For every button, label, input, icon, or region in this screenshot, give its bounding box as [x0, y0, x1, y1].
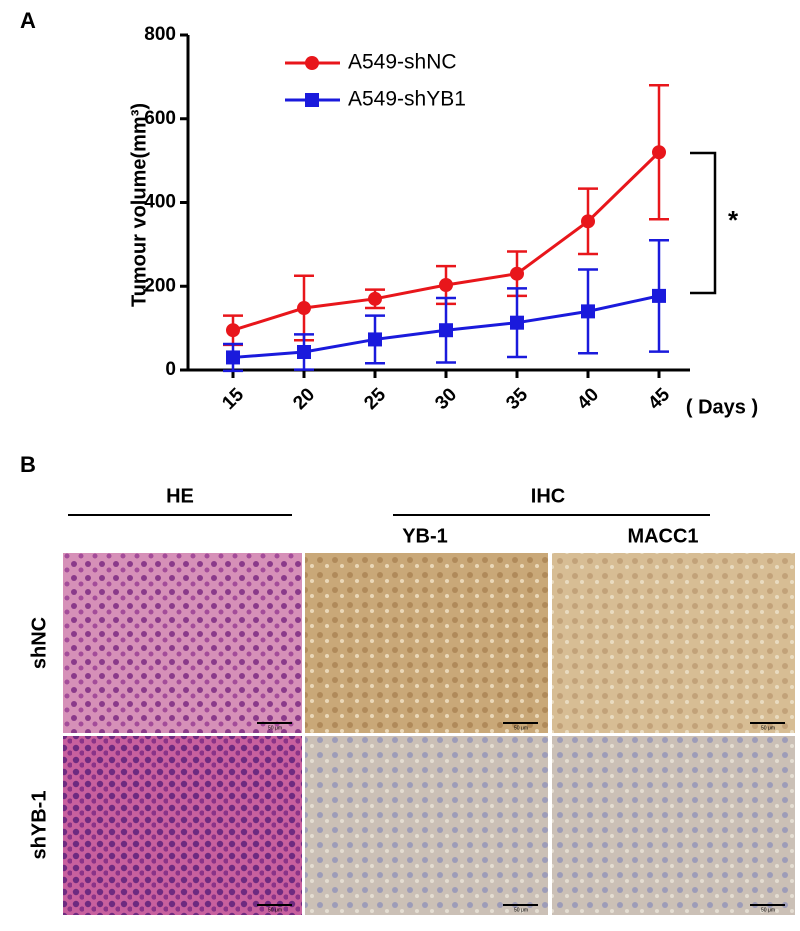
x-tick-label: 20	[289, 384, 319, 414]
micrographs: 50 μm 50 μm 50 μm 50 μm 50 μm 50 μm	[63, 553, 795, 915]
marker	[368, 291, 382, 306]
scale-bar-label: 50 μm	[268, 725, 282, 731]
x-tick-label: 40	[573, 384, 603, 414]
x-tick-label: 15	[218, 384, 248, 414]
marker	[439, 277, 453, 292]
x-axis-label: ( Days )	[686, 396, 758, 418]
marker	[510, 266, 524, 281]
marker	[368, 332, 382, 347]
legend-marker	[305, 56, 319, 70]
legend-marker	[305, 93, 319, 107]
column-label: MACC1	[627, 525, 698, 547]
micrograph	[305, 553, 548, 733]
marker	[297, 344, 311, 359]
legend-label: A549-shYB1	[348, 88, 466, 111]
marker	[581, 214, 595, 229]
y-tick-label: 400	[144, 192, 176, 213]
x-tick-label: 25	[360, 384, 390, 414]
panel-label: A	[20, 8, 36, 33]
y-tick-label: 0	[165, 359, 176, 380]
scale-bar-label: 50 μm	[761, 907, 775, 913]
row-label: shYB-1	[28, 791, 50, 860]
group-label: HE	[166, 485, 194, 507]
x-tick-label: 30	[431, 384, 461, 414]
marker	[652, 145, 666, 160]
x-tick-label: 45	[644, 384, 674, 414]
marker	[226, 323, 240, 338]
micrograph	[552, 736, 795, 915]
micrograph	[63, 553, 302, 733]
scale-bar-label: 50 μm	[761, 725, 775, 731]
scale-bar-label: 50 μm	[514, 725, 528, 731]
x-tick-label: 35	[502, 384, 532, 414]
significance-bracket	[690, 151, 717, 295]
micrograph	[63, 736, 302, 915]
column-label: YB-1	[402, 525, 448, 547]
micrograph	[305, 736, 548, 915]
y-tick-label: 800	[144, 24, 176, 45]
y-tick-label: 600	[144, 108, 176, 129]
significance-mark: *	[728, 205, 739, 235]
marker	[297, 301, 311, 316]
group-label: IHC	[531, 485, 565, 507]
y-axis-label: Tumour volume(mm³)	[128, 103, 150, 307]
legend-label: A549-shNC	[348, 51, 457, 74]
marker	[652, 288, 666, 303]
scale-bar-label: 50 μm	[268, 907, 282, 913]
marker	[510, 315, 524, 330]
scale-bar-label: 50 μm	[514, 907, 528, 913]
y-tick-label: 200	[144, 275, 176, 296]
micrograph	[552, 553, 795, 733]
marker	[226, 350, 240, 365]
marker	[581, 304, 595, 319]
row-label: shNC	[28, 617, 50, 669]
panel-label: B	[20, 452, 36, 477]
marker	[439, 323, 453, 338]
